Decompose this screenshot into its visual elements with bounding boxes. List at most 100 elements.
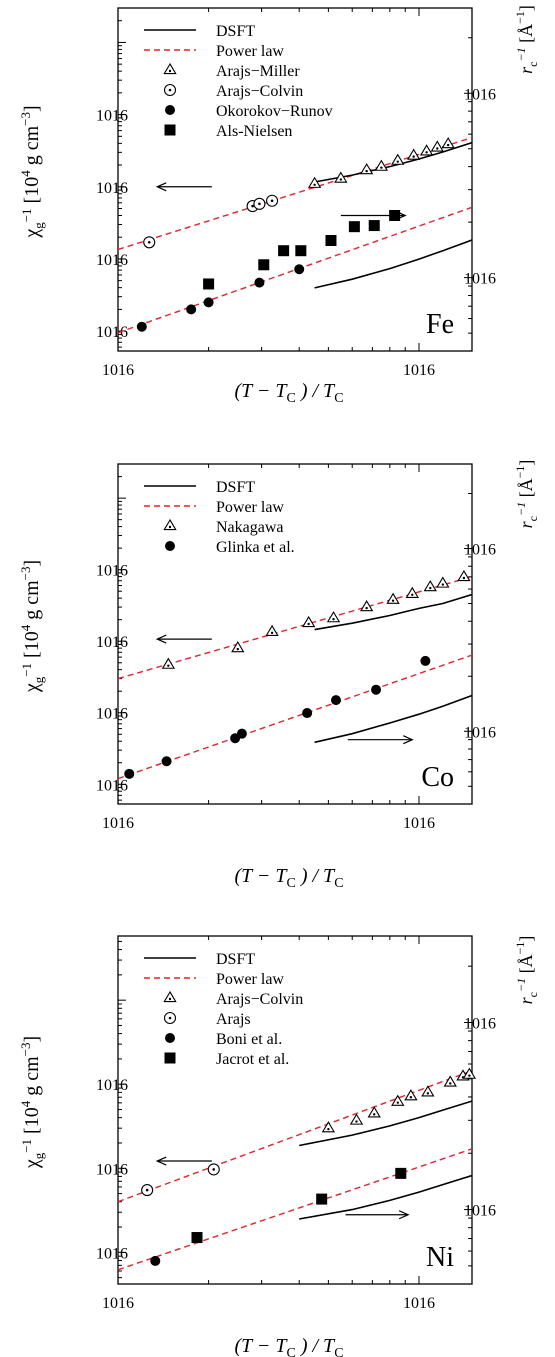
data-point	[349, 1113, 364, 1125]
legend-item: Power law	[144, 43, 284, 60]
legend-label: Power law	[216, 499, 284, 516]
data-point	[254, 277, 265, 288]
data-point-dot	[380, 166, 383, 169]
data-point-dot	[251, 204, 254, 208]
data-point-dot	[391, 599, 395, 602]
data-point-dot	[446, 143, 450, 147]
legend-item: Nakagawa	[163, 518, 284, 536]
end: 1016	[96, 180, 128, 197]
data-point-dot	[426, 1092, 430, 1095]
data-point	[203, 297, 214, 308]
legend-label: Glinka et al.	[216, 539, 295, 556]
y-left-axis-label: χg−1 [104 g cm−3]	[18, 105, 46, 238]
panel-ni: 1016 1016 1016 1016 1016 1016 1016 Ni DSFT Power …	[18, 935, 540, 1357]
data-point-dot	[270, 199, 274, 203]
data-point-dot	[145, 1188, 149, 1192]
data-point	[441, 137, 455, 149]
x-axis-ticks	[117, 936, 420, 1284]
legend-swatch	[164, 1052, 176, 1064]
data-point-dot	[327, 1127, 330, 1131]
start: 1016	[464, 1203, 496, 1220]
data-point-dot	[396, 1101, 399, 1104]
data-point-dot	[436, 147, 439, 150]
legend-item: Arajs	[163, 1011, 251, 1028]
arrow-left-axis-head	[155, 182, 167, 192]
end: 1016	[96, 634, 128, 651]
data-point	[258, 259, 270, 271]
arrow-right-axis-head	[395, 210, 407, 221]
series-arajs-colvin	[143, 194, 279, 249]
data-point	[405, 586, 419, 598]
legend-swatch	[165, 541, 175, 551]
data-point	[368, 220, 380, 232]
data-point	[419, 144, 434, 156]
data-point	[186, 304, 197, 315]
panel-fe: 1016 1016 1016 1016 1016 1016 1016 1016 Fe DSFT Po…	[18, 5, 540, 406]
legend-swatch-dot	[168, 69, 172, 73]
legend-swatch	[165, 105, 175, 115]
arrow-right-axis-head	[403, 735, 414, 745]
legend-item: Jacrot et al.	[164, 1051, 289, 1068]
legend-item: Boni et al.	[165, 1031, 282, 1048]
x-axis-label: (T − TC ) / TC	[234, 1335, 343, 1357]
plot-area	[118, 1070, 472, 1271]
y-left-axis-label: χg−1 [104 g cm−3]	[18, 1036, 46, 1169]
data-point-dot	[373, 1113, 376, 1116]
data-point-dot	[307, 622, 310, 626]
data-point	[348, 221, 360, 233]
data-point	[321, 1121, 336, 1133]
legend-label: Okorokov−Runov	[216, 103, 333, 120]
start: 1016	[464, 1015, 496, 1032]
data-point	[371, 684, 382, 695]
data-point-dot	[355, 1120, 358, 1123]
series-arajs-miller	[307, 137, 455, 188]
data-point-dot	[449, 1082, 452, 1085]
data-point	[395, 1167, 407, 1179]
legend-label: Power law	[216, 43, 284, 60]
data-point	[420, 655, 431, 666]
power-law-line-1	[118, 206, 472, 334]
legend-label: Boni et al.	[216, 1031, 282, 1048]
data-point	[191, 1232, 203, 1244]
data-point	[325, 235, 337, 247]
series-jacrot-et-al-	[191, 1167, 407, 1244]
element-label: Co	[421, 762, 454, 793]
dsft-line-2	[314, 141, 472, 183]
legend-label: Arajs−Colvin	[216, 83, 303, 100]
data-point	[421, 1085, 435, 1097]
data-point	[423, 580, 437, 592]
data-point-dot	[270, 631, 274, 635]
x-axis-label: (T − TC ) / TC	[234, 380, 343, 406]
data-point	[150, 1255, 161, 1266]
series-als-nielsen	[203, 209, 401, 290]
legend-label: DSFT	[216, 479, 255, 496]
legend-item: Glinka et al.	[165, 539, 295, 556]
data-point-dot	[409, 1096, 413, 1099]
y-right-ticks	[464, 37, 472, 352]
series-glinka-et-al-	[124, 655, 431, 779]
data-point	[231, 641, 245, 653]
middle: 1016	[403, 1295, 435, 1312]
data-point-dot	[468, 1074, 471, 1077]
legend-item: Power law	[144, 971, 284, 988]
legend-item: DSFT	[144, 951, 255, 968]
data-point-dot	[365, 606, 368, 610]
legend-item: Als-Nielsen	[164, 123, 292, 140]
start: 1016	[464, 86, 496, 103]
legend-label: Arajs	[216, 1011, 251, 1028]
data-point	[295, 245, 307, 257]
legend-item: DSFT	[144, 23, 255, 40]
data-point	[161, 756, 172, 767]
series-boni-et-al-	[150, 1255, 161, 1266]
legend-swatch	[163, 62, 177, 75]
data-point	[136, 321, 147, 332]
data-point	[391, 153, 405, 165]
dsft-line-2	[314, 593, 472, 631]
y-left-axis-label: χg−1 [104 g cm−3]	[18, 560, 46, 693]
data-point-dot	[167, 664, 170, 667]
data-point	[161, 657, 176, 669]
y-right-axis-label: rc−1 [Å−1]	[513, 460, 540, 529]
data-point	[436, 576, 450, 588]
plot-frame	[117, 7, 473, 352]
